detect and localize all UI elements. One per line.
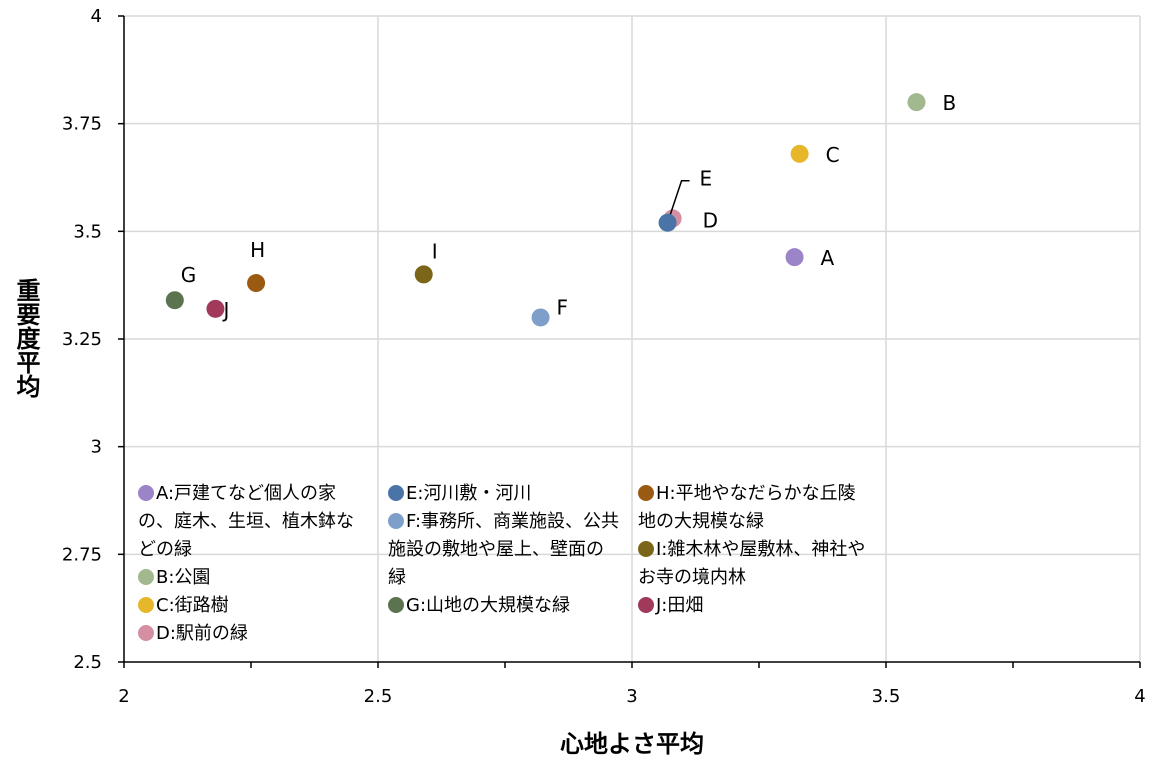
legend-swatch [138, 485, 154, 501]
y-tick-label: 2.5 [73, 652, 102, 673]
point-label-I: I [432, 239, 438, 263]
point-label-C: C [826, 143, 840, 167]
legend-item: F:事務所、商業施設、公共施設の敷地や屋上、壁面の緑 [388, 508, 620, 592]
data-point-F [531, 308, 550, 327]
x-tick-label: 3 [626, 686, 637, 707]
point-label-J: J [221, 298, 229, 322]
legend-swatch [638, 485, 654, 501]
legend-item: H:平地やなだらかな丘陵地の大規模な緑 [638, 480, 870, 536]
legend-item: C:街路樹 [138, 592, 370, 620]
legend-label: G:山地の大規模な緑 [406, 595, 571, 616]
point-label-A: A [821, 246, 835, 270]
legend-label: F:事務所、商業施設、公共施設の敷地や屋上、壁面の緑 [388, 511, 620, 588]
legend-item: B:公園 [138, 564, 370, 592]
legend-swatch [638, 541, 654, 557]
legend-label: I:雑木林や屋敷林、神社やお寺の境内林 [638, 539, 866, 588]
x-tick-label: 3.5 [872, 686, 901, 707]
point-label-H: H [250, 238, 265, 262]
data-point-I [414, 265, 433, 284]
x-tick-label: 2 [118, 686, 129, 707]
data-point-G [165, 291, 184, 310]
point-label-E: E [700, 167, 713, 191]
legend-label: C:街路樹 [156, 595, 229, 616]
point-label-D: D [703, 208, 718, 232]
grid [124, 15, 1141, 662]
legend-item: G:山地の大規模な緑 [388, 592, 620, 620]
y-tick-label: 4 [91, 6, 102, 27]
y-tick-label: 3.25 [62, 329, 102, 350]
legend-label: D:駅前の緑 [156, 623, 248, 644]
legend-label: A:戸建てなど個人の家の、庭木、生垣、植木鉢などの緑 [138, 483, 354, 560]
legend-swatch [138, 597, 154, 613]
point-label-G: G [181, 263, 197, 287]
legend-item: A:戸建てなど個人の家の、庭木、生垣、植木鉢などの緑 [138, 480, 370, 564]
legend-swatch [638, 597, 654, 613]
legend-column-2: E:河川敷・河川 F:事務所、商業施設、公共施設の敷地や屋上、壁面の緑 G:山地の大… [388, 480, 620, 620]
y-tick-label: 3 [91, 437, 102, 458]
point-label-F: F [557, 295, 569, 319]
data-point-J [206, 299, 225, 318]
data-points: A B C DE F G H I J [165, 91, 956, 327]
legend-swatch [138, 569, 154, 585]
legend-item: J:田畑 [638, 592, 870, 620]
legend-column-3: H:平地やなだらかな丘陵地の大規模な緑 I:雑木林や屋敷林、神社やお寺の境内林 J:… [638, 480, 870, 620]
legend-column-1: A:戸建てなど個人の家の、庭木、生垣、植木鉢などの緑 B:公園 C:街路樹 D:駅前の… [138, 480, 370, 648]
x-tick-label: 4 [1134, 686, 1145, 707]
point-label-B: B [942, 91, 956, 115]
y-axis-label: 重要度平均 [12, 278, 40, 399]
legend-swatch [388, 597, 404, 613]
legend-label: H:平地やなだらかな丘陵地の大規模な緑 [638, 483, 856, 532]
legend-item: E:河川敷・河川 [388, 480, 620, 508]
legend-label: E:河川敷・河川 [406, 483, 532, 504]
data-point-B [907, 93, 926, 112]
legend-item: D:駅前の緑 [138, 620, 370, 648]
axes [118, 15, 1141, 668]
y-tick-label: 2.75 [62, 544, 102, 565]
legend-label: B:公園 [156, 567, 211, 588]
leader-line-E [666, 179, 690, 223]
data-point-H [247, 274, 266, 293]
y-tick-label: 3.5 [73, 221, 102, 242]
legend-item: I:雑木林や屋敷林、神社やお寺の境内林 [638, 536, 870, 592]
legend-swatch [388, 485, 404, 501]
tick-labels: 2 2.5 3 3.5 4 2.5 2.75 3 3.25 3.5 3.75 4 [62, 6, 1146, 707]
data-point-A [785, 248, 804, 267]
x-axis-label: 心地よさ平均 [560, 730, 704, 758]
legend-swatch [388, 513, 404, 529]
data-point-C [790, 144, 809, 163]
x-tick-label: 2.5 [364, 686, 393, 707]
y-tick-label: 3.75 [62, 114, 102, 135]
legend-swatch [138, 625, 154, 641]
legend-label: J:田畑 [656, 595, 704, 616]
data-point-E [658, 213, 677, 232]
